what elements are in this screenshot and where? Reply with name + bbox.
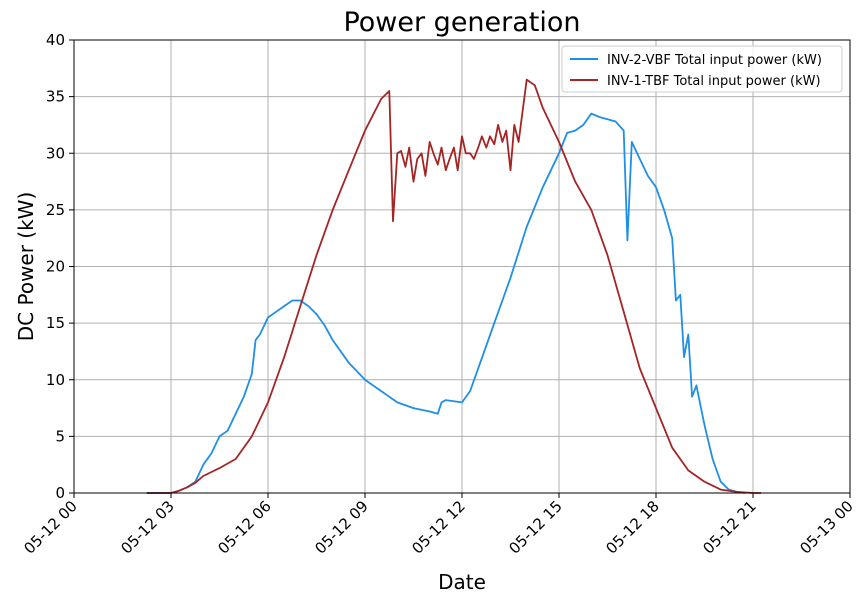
y-tick-label: 40 [46,31,65,49]
chart-legend: INV-2-VBF Total input power (kW) INV-1-TB… [561,45,843,93]
y-tick-label: 20 [46,258,65,276]
y-tick-label: 10 [46,371,65,389]
y-axis-ticks: 0 5 10 15 20 25 30 35 40 [46,31,74,502]
chart-title: Power generation [343,7,580,38]
plot-frame [73,39,851,494]
y-axis-label: DC Power (kW) [14,192,38,342]
legend-label-1: INV-2-VBF Total input power (kW) [607,53,822,68]
y-tick-label: 0 [55,484,65,502]
legend-box [561,45,843,93]
y-tick-label: 35 [46,88,65,106]
y-tick-label: 25 [46,201,65,219]
series-line-2 [146,78,762,494]
series-lines [146,78,762,494]
legend-label-2: INV-1-TBF Total input power (kW) [607,74,821,89]
series-line-1 [146,112,746,494]
y-tick-label: 30 [46,144,65,162]
y-tick-label: 5 [55,427,65,445]
x-axis-label: Date [438,570,486,594]
y-tick-label: 15 [46,314,65,332]
